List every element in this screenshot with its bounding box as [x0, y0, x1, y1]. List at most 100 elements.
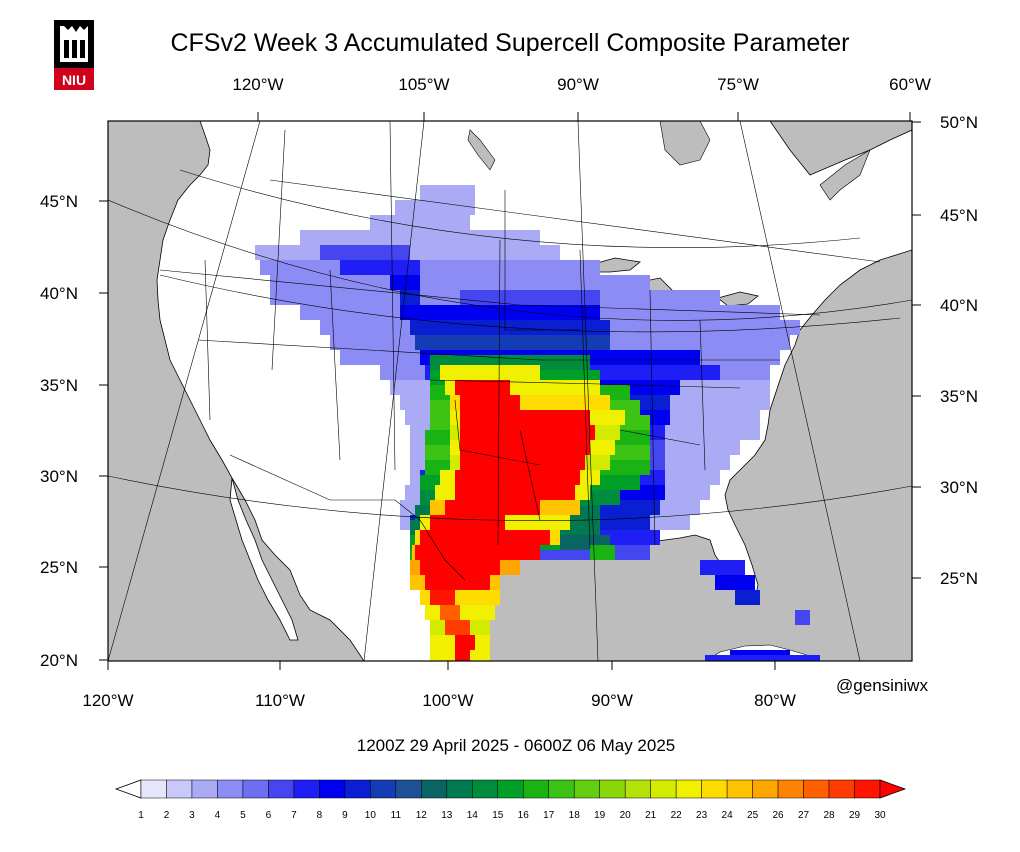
scp-cell-row	[420, 560, 500, 575]
right-lat-label: 35°N	[940, 387, 978, 406]
political-borders	[159, 121, 881, 581]
right-lat-label: 50°N	[940, 113, 978, 132]
left-lat-label: 25°N	[40, 558, 78, 577]
colorbar-box	[217, 779, 244, 799]
colorbar-box	[166, 779, 193, 799]
scp-cell-row	[575, 520, 600, 535]
colorbar-label: 17	[543, 810, 555, 821]
scp-cell-row	[460, 395, 520, 410]
colorbar-box	[293, 779, 320, 799]
scp-cell-row	[260, 260, 600, 275]
hudson-bay-area	[659, 121, 711, 166]
scp-cell-row	[420, 185, 475, 200]
scp-cell-row	[370, 215, 470, 230]
credit-label: @gensiniwx	[836, 676, 928, 695]
colorbar-label: 16	[518, 810, 530, 821]
colorbar-box	[191, 779, 218, 799]
baja-california	[229, 477, 299, 641]
top-lon-label: 105°W	[398, 75, 449, 94]
colorbar-box	[854, 779, 881, 799]
colorbar-label: 27	[798, 810, 810, 821]
scp-cell-row	[795, 610, 810, 625]
scp-cell-row	[440, 605, 460, 620]
colorbar-label: 9	[342, 810, 348, 821]
bottom-lon-label: 120°W	[82, 691, 133, 710]
left-lat-label: 35°N	[40, 376, 78, 395]
scp-cell-row	[415, 335, 610, 350]
colorbar-label: 28	[823, 810, 835, 821]
colorbar-box	[828, 779, 855, 799]
bottom-lon-label: 90°W	[591, 691, 633, 710]
niu-logo: NIU	[54, 20, 94, 90]
colorbar-label: 3	[189, 810, 195, 821]
colorbar-label: 26	[773, 810, 785, 821]
colorbar-box	[522, 779, 549, 799]
right-lat-label: 45°N	[940, 206, 978, 225]
colorbar-low-arrow	[114, 779, 142, 799]
colorbar-label: 20	[620, 810, 632, 821]
scp-cell-row	[705, 655, 820, 661]
scp-cell-row	[455, 470, 580, 485]
gulf-of-st-lawrence	[819, 149, 871, 201]
colorbar-label: 18	[569, 810, 581, 821]
colorbar-label: 6	[266, 810, 272, 821]
colorbar-box	[319, 779, 346, 799]
scp-cell-row	[715, 575, 755, 590]
colorbar-label: 4	[215, 810, 221, 821]
colorbar-label: 22	[671, 810, 683, 821]
scp-cell-row	[425, 575, 490, 590]
scp-cell-row	[455, 635, 475, 650]
colorbar-box	[650, 779, 677, 799]
colorbar-label: 23	[696, 810, 708, 821]
scp-cell-row	[320, 245, 410, 260]
colorbar-box	[268, 779, 295, 799]
top-lon-label: 120°W	[232, 75, 283, 94]
scp-field	[255, 185, 820, 661]
colorbar-box	[421, 779, 448, 799]
scp-cell-row	[460, 425, 595, 440]
scp-cell-row	[270, 275, 650, 290]
left-lat-label: 40°N	[40, 284, 78, 303]
right-lat-label: 25°N	[940, 569, 978, 588]
colorbar-label: 29	[849, 810, 861, 821]
colorbar-box	[370, 779, 397, 799]
colorbar-box	[803, 779, 830, 799]
colorbar-label: 10	[365, 810, 377, 821]
colorbar-box	[624, 779, 651, 799]
colorbar-label: 21	[645, 810, 657, 821]
colorbar-box	[548, 779, 575, 799]
colorbar-label: 11	[391, 810, 402, 821]
colorbar-label: 24	[722, 810, 734, 821]
colorbar-label: 8	[317, 810, 323, 821]
left-lat-label: 20°N	[40, 651, 78, 670]
colorbar-box	[573, 779, 600, 799]
bottom-lon-label: 80°W	[754, 691, 796, 710]
scp-cell-row	[460, 455, 585, 470]
scp-cell-row	[445, 500, 540, 515]
scp-cell-row	[340, 260, 420, 275]
right-lat-label: 40°N	[940, 296, 978, 315]
colorbar-label: 12	[416, 810, 428, 821]
valid-period: 1200Z 29 April 2025 - 0600Z 06 May 2025	[357, 736, 676, 755]
scp-cell-row	[430, 515, 505, 530]
colorbar-box	[777, 779, 804, 799]
colorbar-box	[395, 779, 422, 799]
graticule	[108, 121, 912, 661]
scp-cell-row	[400, 305, 600, 320]
colorbar-label: 14	[467, 810, 479, 821]
scp-cell-row	[460, 290, 600, 305]
scp-cell-row	[420, 530, 550, 545]
colorbar: 1 2 3 4 5 6 7 8 9 10 11 12 13 14 15 16 17 18 19 20 21 22 23 24 2…	[114, 779, 907, 821]
scp-cell-row	[455, 650, 470, 661]
scp-cell-row	[700, 560, 745, 575]
colorbar-box	[446, 779, 473, 799]
bottom-lon-label: 100°W	[422, 691, 473, 710]
colorbar-label: 19	[594, 810, 606, 821]
colorbar-label: 15	[492, 810, 504, 821]
colorbar-label: 1	[138, 810, 144, 821]
top-lon-label: 60°W	[889, 75, 931, 94]
colorbar-box	[675, 779, 702, 799]
colorbar-label: 7	[291, 810, 297, 821]
scp-cell-row	[300, 230, 540, 245]
